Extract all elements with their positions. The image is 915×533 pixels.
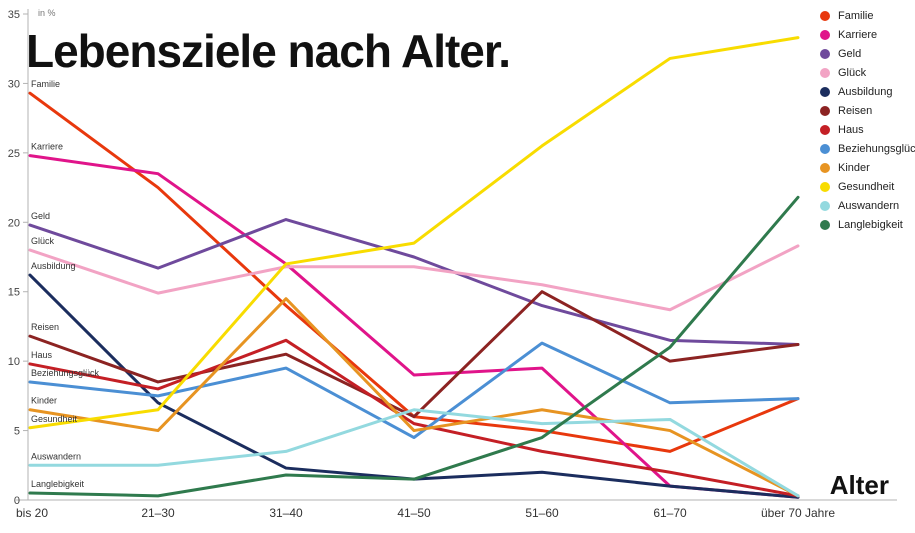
y-tick-label: 30 <box>8 78 20 90</box>
legend-label-reisen: Reisen <box>838 104 873 117</box>
legend-item-auswandern: Auswandern <box>820 199 915 212</box>
series-line-reisen <box>28 290 800 419</box>
series-start-label-geld: Geld <box>31 211 50 221</box>
series-start-label-auswandern: Auswandern <box>31 451 81 461</box>
legend-label-haus: Haus <box>838 123 864 136</box>
y-tick-label: 20 <box>8 217 20 229</box>
legend-dot-haus <box>820 124 830 135</box>
series-start-label-beziehungsglueck: Beziehungsglück <box>31 368 100 378</box>
series-start-label-ausbildung: Ausbildung <box>31 261 76 271</box>
x-category-label-31-40: 31–40 <box>269 506 303 520</box>
legend-item-familie: Familie <box>820 9 915 22</box>
x-category-label-ueber-70-jahre: über 70 Jahre <box>761 506 835 520</box>
legend-label-beziehungsglueck: Beziehungsglück <box>838 142 915 155</box>
legend-item-glueck: Glück <box>820 66 915 79</box>
legend-label-geld: Geld <box>838 47 862 60</box>
legend-dot-karriere <box>820 29 830 40</box>
x-category-label-51-60: 51–60 <box>525 506 559 520</box>
series-line-beziehungsglueck <box>28 341 800 440</box>
series-start-label-gesundheit: Gesundheit <box>31 414 78 424</box>
legend-label-langlebigkeit: Langlebigkeit <box>838 218 903 231</box>
series-line-auswandern <box>28 408 800 498</box>
series-start-label-haus: Haus <box>31 350 53 360</box>
legend-dot-kinder <box>820 162 830 173</box>
y-tick-label: 5 <box>14 426 20 438</box>
legend-dot-langlebigkeit <box>820 219 830 230</box>
legend-item-kinder: Kinder <box>820 161 915 174</box>
series-start-label-reisen: Reisen <box>31 322 59 332</box>
legend-label-glueck: Glück <box>838 66 867 79</box>
legend-dot-auswandern <box>820 200 830 211</box>
series-start-label-karriere: Karriere <box>31 142 63 152</box>
legend-dot-geld <box>820 48 830 59</box>
legend-dot-glueck <box>820 67 830 78</box>
series-start-label-kinder: Kinder <box>31 396 57 406</box>
x-category-label-bis-20: bis 20 <box>16 506 48 520</box>
y-tick-label: 25 <box>8 148 20 160</box>
legend-label-karriere: Karriere <box>838 28 878 41</box>
y-tick-label: 10 <box>8 356 20 368</box>
legend-dot-reisen <box>820 105 830 116</box>
legend-item-karriere: Karriere <box>820 28 915 41</box>
legend-item-gesundheit: Gesundheit <box>820 180 915 193</box>
y-axis-unit-label: in % <box>38 8 56 18</box>
legend-label-kinder: Kinder <box>838 161 870 174</box>
x-category-label-61-70: 61–70 <box>653 506 687 520</box>
legend-dot-gesundheit <box>820 181 830 192</box>
legend-item-geld: Geld <box>820 47 915 60</box>
legend-dot-beziehungsglueck <box>820 143 830 154</box>
legend-item-beziehungsglueck: Beziehungsglück <box>820 142 915 155</box>
chart-title: Lebensziele nach Alter. <box>26 25 511 77</box>
series-start-label-familie: Familie <box>31 79 60 89</box>
legend-item-reisen: Reisen <box>820 104 915 117</box>
series-line-langlebigkeit <box>28 195 800 498</box>
legend-label-auswandern: Auswandern <box>838 199 900 212</box>
x-axis-title: Alter <box>829 470 889 500</box>
x-category-label-21-30: 21–30 <box>141 506 175 520</box>
series-line-haus <box>28 338 800 498</box>
series-line-glueck <box>28 244 800 312</box>
legend-item-haus: Haus <box>820 123 915 136</box>
series-start-label-langlebigkeit: Langlebigkeit <box>31 479 85 489</box>
legend-dot-ausbildung <box>820 86 830 97</box>
legend-dot-familie <box>820 10 830 21</box>
legend-item-langlebigkeit: Langlebigkeit <box>820 218 915 231</box>
series-line-gesundheit <box>28 36 800 430</box>
x-category-label-41-50: 41–50 <box>397 506 431 520</box>
legend-label-gesundheit: Gesundheit <box>838 180 895 193</box>
series-line-kinder <box>28 297 800 498</box>
legend-label-familie: Familie <box>838 9 874 22</box>
y-tick-label: 15 <box>8 287 20 299</box>
legend: Familie Karriere Geld Glück Ausbildung Reisen… <box>820 9 915 231</box>
series-line-familie <box>28 91 800 453</box>
legend-item-ausbildung: Ausbildung <box>820 85 915 98</box>
series-start-label-glueck: Glück <box>31 236 55 246</box>
y-tick-label: 35 <box>8 9 20 21</box>
series-line-geld <box>28 218 800 346</box>
legend-label-ausbildung: Ausbildung <box>838 85 893 98</box>
y-tick-label: 0 <box>14 495 20 507</box>
